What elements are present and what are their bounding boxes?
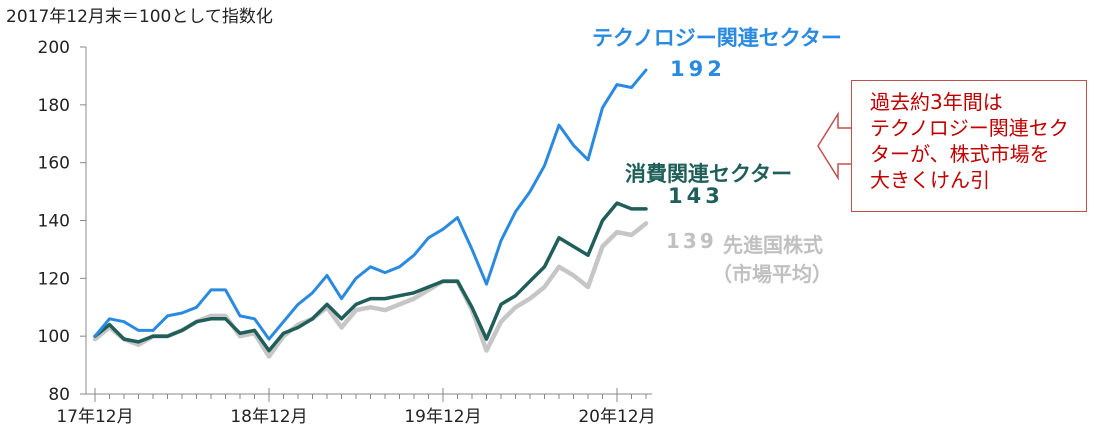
consumer-series-label: 消費関連セクター [625, 162, 793, 186]
y-tick-label: 160 [38, 154, 70, 174]
x-tick-label: 19年12月 [404, 407, 481, 427]
y-tick-label: 140 [38, 212, 70, 232]
callout-line: 大きくけん引 [870, 168, 990, 192]
market-series-label: 先進国株式 [723, 233, 823, 257]
consumer-series-value: 143 [668, 184, 724, 208]
chart-subtitle: 2017年12月末＝100として指数化 [6, 7, 273, 27]
callout-line: テクノロジー関連セク [870, 116, 1069, 140]
tech-series-line [93, 68, 648, 341]
callout-line: ターが、株式市場を [870, 142, 1050, 166]
consumer-series-line [93, 201, 648, 353]
y-tick-label: 180 [38, 96, 70, 116]
market-series-sublabel: （市場平均） [712, 262, 832, 286]
y-tick-label: 120 [38, 269, 70, 289]
market-series-value: 139 [666, 229, 717, 253]
y-tick-label: 200 [38, 38, 70, 58]
tech-series-label: テクノロジー関連セクター [592, 26, 842, 50]
chart-axes: 80 100 120 140 160 180 200 17年12月 18年12月 19年12月 20… [38, 38, 656, 427]
x-tick-label: 20年12月 [578, 407, 655, 427]
callout-line: 過去約3年間は [870, 90, 1003, 114]
market-series-line [92, 221, 649, 359]
y-tick-label: 100 [38, 327, 70, 347]
chart-series [92, 68, 649, 359]
y-tick-label: 80 [48, 385, 70, 405]
x-tick-label: 17年12月 [56, 407, 133, 427]
x-tick-label: 18年12月 [230, 407, 307, 427]
tech-series-value: 192 [670, 57, 726, 81]
callout-box: 過去約3年間は テクノロジー関連セク ターが、株式市場を 大きくけん引 [851, 80, 1087, 212]
